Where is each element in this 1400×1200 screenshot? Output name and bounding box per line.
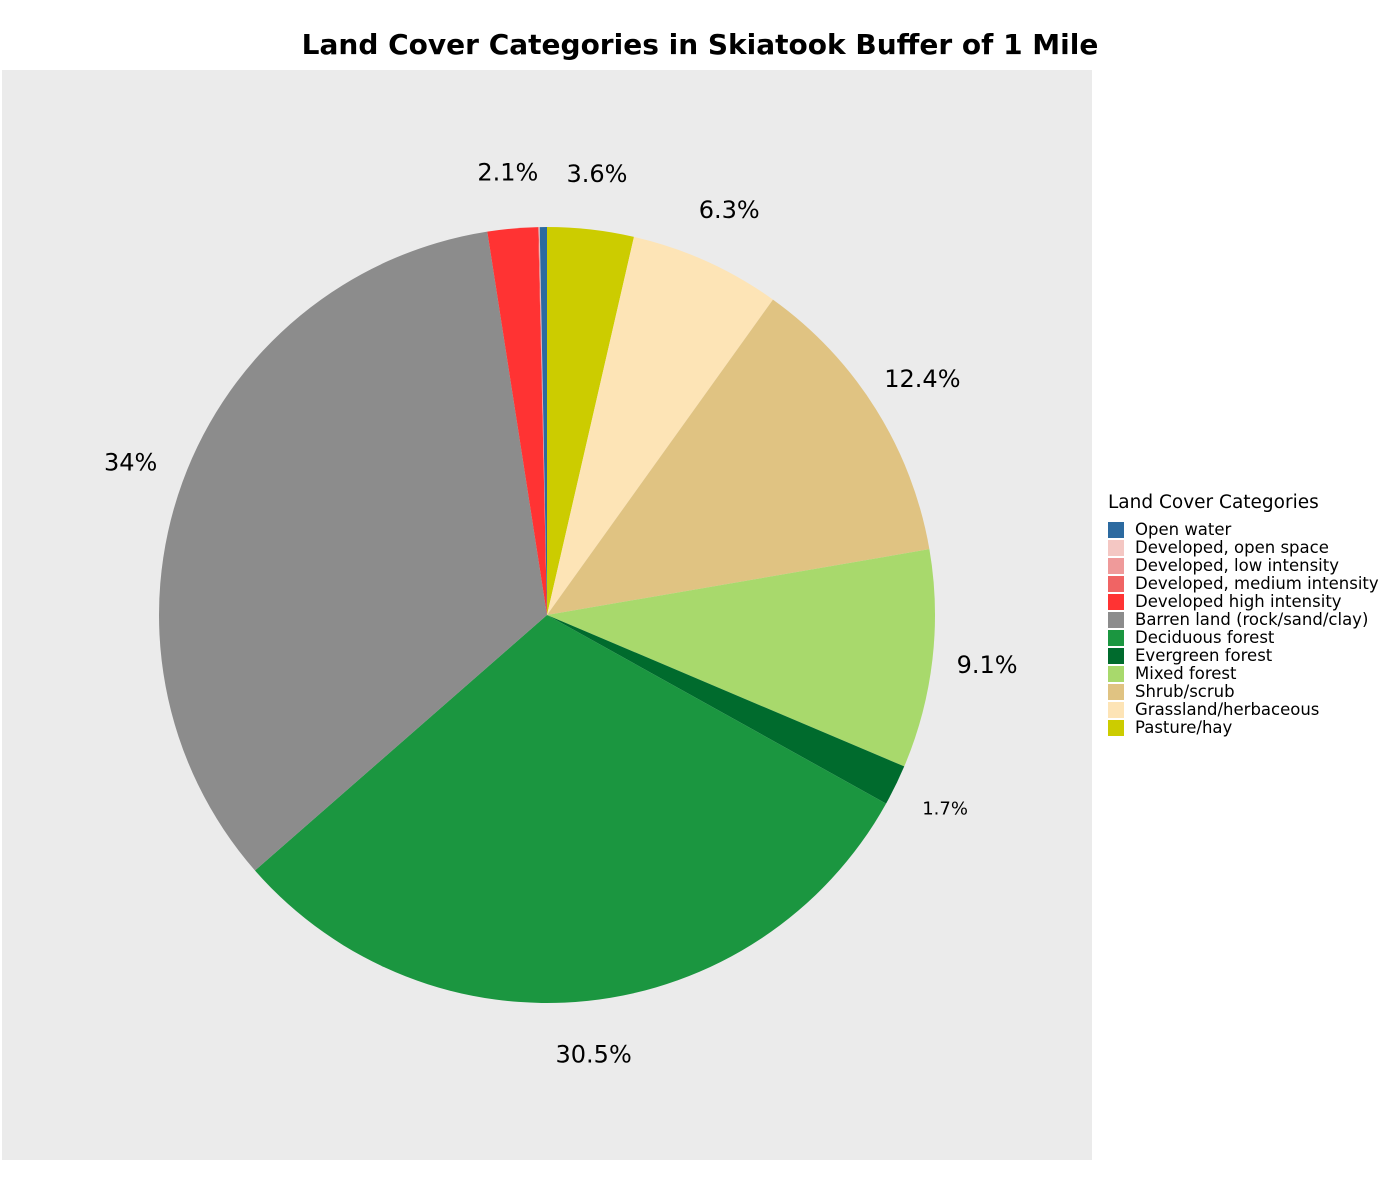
- legend-key: [1108, 702, 1124, 718]
- legend-label: Grassland/herbaceous: [1135, 700, 1320, 719]
- slice-label-deciduous-forest: 30.5%: [556, 1041, 632, 1069]
- legend-item-developed-medium-intensity: Developed, medium intensity: [1108, 575, 1398, 593]
- legend-key: [1108, 522, 1124, 538]
- legend-item-open-water: Open water: [1108, 521, 1398, 539]
- legend-key: [1108, 594, 1124, 610]
- legend-label: Developed, medium intensity: [1135, 574, 1379, 593]
- pie-slice-pasture-hay: [547, 227, 634, 615]
- pie-slice-evergreen-forest: [547, 615, 905, 804]
- slice-label-shrub-scrub: 12.4%: [884, 365, 960, 393]
- pie-slice-mixed-forest: [547, 549, 936, 767]
- legend-label: Pasture/hay: [1135, 718, 1233, 737]
- legend-label: Shrub/scrub: [1135, 682, 1235, 701]
- legend-item-evergreen-forest: Evergreen forest: [1108, 647, 1398, 665]
- slice-label-developed-high-intensity: 2.1%: [477, 159, 538, 187]
- pie-slice-shrub-scrub: [547, 299, 930, 615]
- legend-key: [1108, 684, 1124, 700]
- pie-slice-developed-low-intensity: [538, 227, 547, 616]
- legend-item-developed-open-space: Developed, open space: [1108, 539, 1398, 557]
- legend-key: [1108, 630, 1124, 646]
- legend-label: Barren land (rock/sand/clay): [1135, 610, 1369, 629]
- legend-item-shrub-scrub: Shrub/scrub: [1108, 683, 1398, 701]
- legend-item-pasture-hay: Pasture/hay: [1108, 719, 1398, 737]
- legend-label: Deciduous forest: [1135, 628, 1275, 647]
- legend-item-grassland-herbaceous: Grassland/herbaceous: [1108, 701, 1398, 719]
- legend-key: [1108, 540, 1124, 556]
- pie-slice-open-water: [539, 227, 547, 615]
- pie-slice-deciduous-forest: [254, 615, 887, 1003]
- legend-items: Open water Developed, open space Developed…: [1108, 521, 1398, 737]
- legend-key: [1108, 576, 1124, 592]
- legend-key: [1108, 558, 1124, 574]
- legend-item-deciduous-forest: Deciduous forest: [1108, 629, 1398, 647]
- slice-label-evergreen-forest: 1.7%: [922, 798, 968, 819]
- slice-label-pasture-hay: 3.6%: [566, 160, 627, 188]
- legend-key: [1108, 666, 1124, 682]
- legend: Land Cover Categories Open water Develope…: [1108, 492, 1398, 737]
- legend-key: [1108, 648, 1124, 664]
- legend-item-developed-low-intensity: Developed, low intensity: [1108, 557, 1398, 575]
- slice-label-barren-land-rock-sand-clay: 34%: [104, 449, 157, 477]
- pie-slice-barren-land-rock-sand-clay: [159, 231, 547, 871]
- pie-slice-developed-open-space: [539, 227, 547, 615]
- pie-chart: 3.6% 6.3% 12.4% 9.1% 1.7% 30.5% 34% 2.1%: [104, 159, 1018, 1069]
- pie-slice-developed-high-intensity: [487, 227, 547, 616]
- legend-item-barren-land-rock-sand-clay: Barren land (rock/sand/clay): [1108, 611, 1398, 629]
- legend-label: Mixed forest: [1135, 664, 1237, 683]
- legend-key: [1108, 720, 1124, 736]
- legend-key: [1108, 612, 1124, 628]
- legend-label: Developed, open space: [1135, 538, 1329, 557]
- legend-label: Developed, low intensity: [1135, 556, 1339, 575]
- plot-panel: 3.6% 6.3% 12.4% 9.1% 1.7% 30.5% 34% 2.1%: [2, 70, 1092, 1160]
- pie-slice-developed-medium-intensity: [538, 227, 547, 615]
- slice-label-grassland-herbaceous: 6.3%: [699, 196, 760, 224]
- legend-title: Land Cover Categories: [1108, 492, 1319, 513]
- legend-label: Developed high intensity: [1135, 592, 1342, 611]
- legend-item-mixed-forest: Mixed forest: [1108, 665, 1398, 683]
- slice-label-mixed-forest: 9.1%: [957, 651, 1018, 679]
- chart-title: Land Cover Categories in Skiatook Buffer…: [301, 28, 1099, 61]
- legend-item-developed-high-intensity: Developed high intensity: [1108, 593, 1398, 611]
- legend-label: Open water: [1135, 520, 1232, 539]
- legend-label: Evergreen forest: [1135, 646, 1273, 665]
- pie-slice-grassland-herbaceous: [547, 236, 773, 616]
